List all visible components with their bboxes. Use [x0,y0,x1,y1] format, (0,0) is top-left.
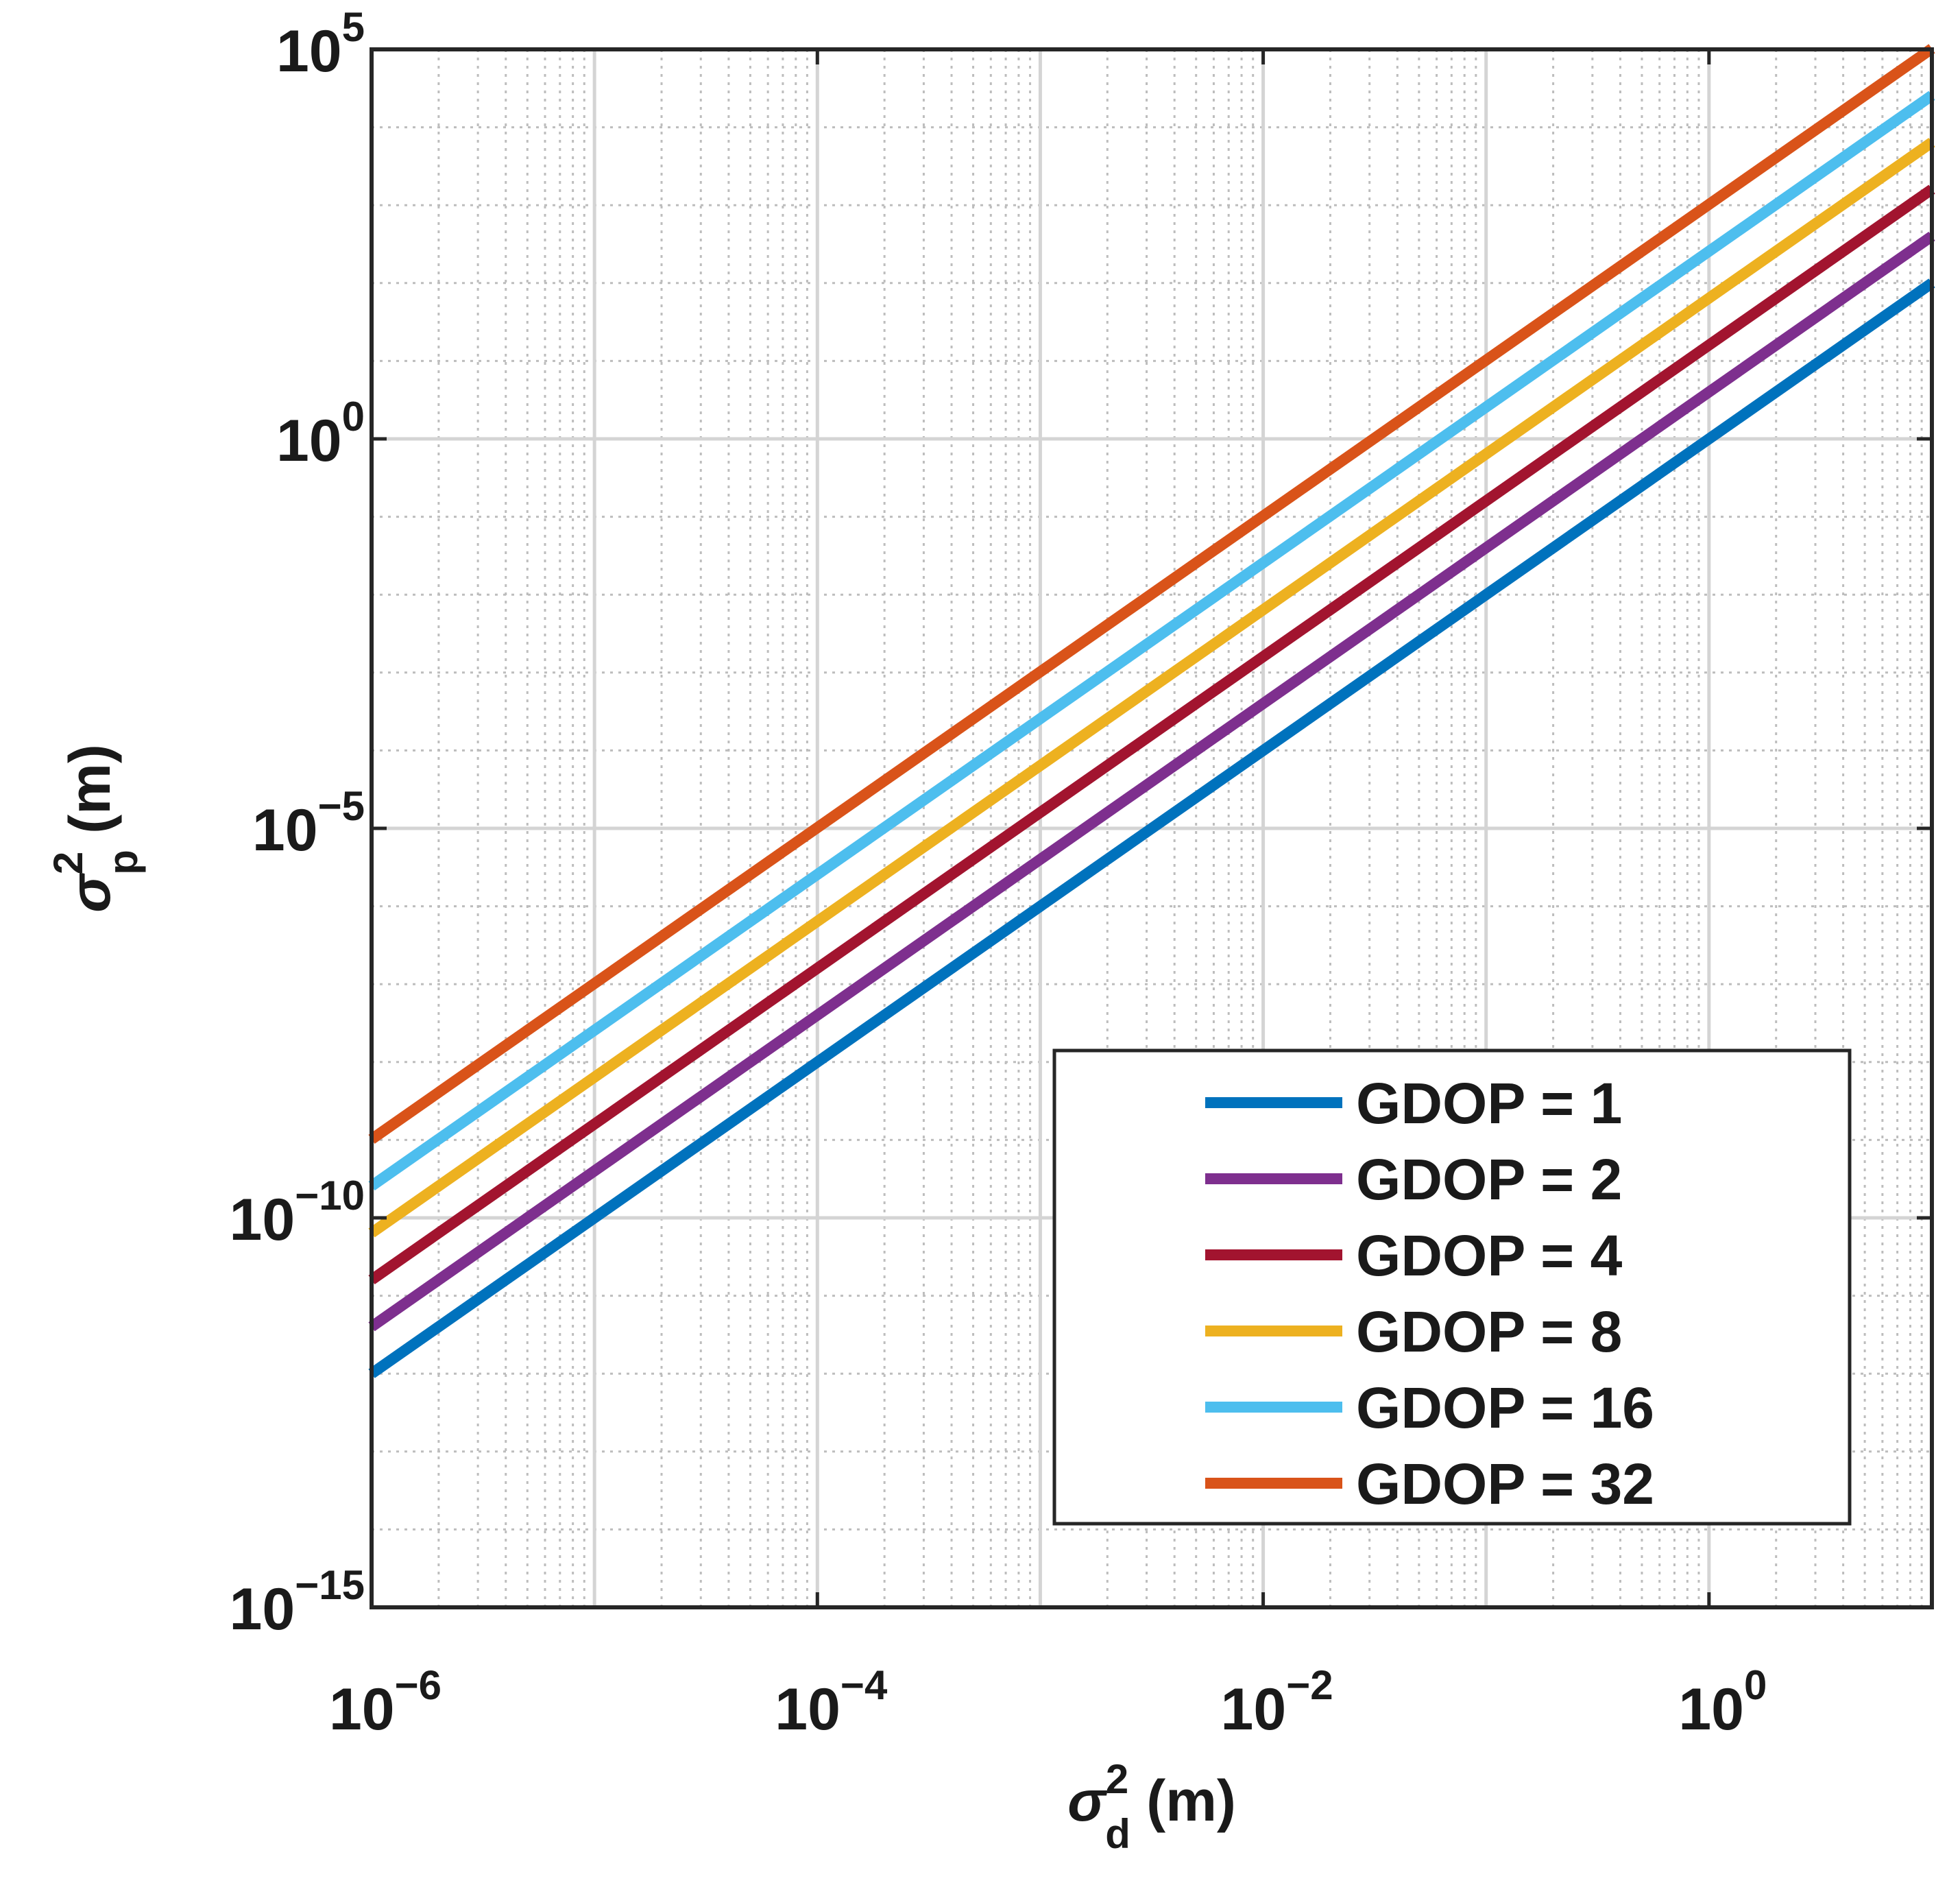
y-axis-label: σ2 p (m) [45,744,146,913]
series-line-gdop-4 [368,184,1935,1284]
x-tick-label-exponent: −6 [395,1662,441,1708]
y-tick-label-base: 10 [252,797,318,863]
x-tick-label: 10−4 [775,1662,888,1742]
x-axis-label-subscript: d [1105,1811,1130,1857]
y-tick-label-base: 10 [230,1576,295,1642]
y-tick-label-exponent: −10 [295,1173,365,1219]
y-axis-label-symbol: σ [58,872,122,913]
y-axis-label-unit: (m) [58,744,122,850]
legend-item: GDOP = 4 [1205,1223,1623,1288]
legend-item: GDOP = 32 [1205,1452,1654,1516]
x-tick-label: 100 [1678,1662,1767,1742]
y-tick-label-exponent: 5 [342,4,365,50]
series-lines [368,44,1935,1378]
x-axis-label: σ2 d (m) [1067,1756,1236,1857]
y-axis-label-subscript: p [100,850,146,875]
legend-item: GDOP = 16 [1205,1376,1654,1440]
legend-label: GDOP = 8 [1356,1299,1622,1364]
y-tick-label-exponent: −5 [318,783,365,829]
y-tick-label: 105 [276,4,365,84]
legend-items: GDOP = 1 GDOP = 2 GDOP = 4 GDOP = 8 GDOP = 1… [1205,1071,1654,1516]
legend-item: GDOP = 1 [1205,1071,1622,1136]
x-axis-label-unit: (m) [1130,1768,1236,1833]
y-tick-label: 10−10 [230,1173,365,1253]
legend-label: GDOP = 1 [1356,1071,1622,1136]
series-line-gdop-32 [368,44,1935,1144]
y-tick-label: 10−5 [252,783,365,863]
legend-item: GDOP = 2 [1205,1147,1622,1212]
x-tick-label-base: 10 [1678,1677,1744,1742]
y-tick-label: 100 [276,394,365,474]
x-tick-label-exponent: 0 [1744,1662,1767,1708]
series-line-gdop-2 [368,231,1935,1332]
x-tick-label: 10−6 [329,1662,441,1742]
x-tick-label-exponent: −2 [1286,1662,1333,1708]
series-line-gdop-8 [368,138,1935,1238]
y-tick-label: 10−15 [230,1562,365,1642]
y-tick-label-base: 10 [276,19,342,84]
x-tick-labels: 10−6 10−4 10−2 100 [329,1662,1767,1742]
legend-item: GDOP = 8 [1205,1299,1622,1364]
x-tick-label-base: 10 [1221,1677,1287,1742]
series-line-gdop-1 [368,278,1935,1378]
y-tick-label-exponent: 0 [342,394,365,440]
x-tick-label: 10−2 [1221,1662,1333,1742]
tick-marks [370,47,1932,1609]
y-tick-label-base: 10 [230,1187,295,1253]
legend-label: GDOP = 16 [1356,1376,1654,1440]
x-tick-label-base: 10 [775,1677,840,1742]
y-tick-label-exponent: −15 [295,1562,365,1608]
legend-label: GDOP = 4 [1356,1223,1623,1288]
x-axis-label-superscript: 2 [1106,1756,1128,1802]
y-axis-label-superscript: 2 [45,852,91,874]
x-tick-label-base: 10 [329,1677,395,1742]
y-tick-label-base: 10 [276,408,342,474]
legend-box [1052,1048,1852,1526]
series-line-gdop-16 [368,91,1935,1191]
legend-label: GDOP = 32 [1356,1452,1654,1516]
x-axis-label-symbol: σ [1067,1768,1108,1833]
legend: GDOP = 1 GDOP = 2 GDOP = 4 GDOP = 8 GDOP = 1… [1052,1048,1852,1526]
legend-label: GDOP = 2 [1356,1147,1622,1212]
x-tick-label-exponent: −4 [840,1662,888,1708]
